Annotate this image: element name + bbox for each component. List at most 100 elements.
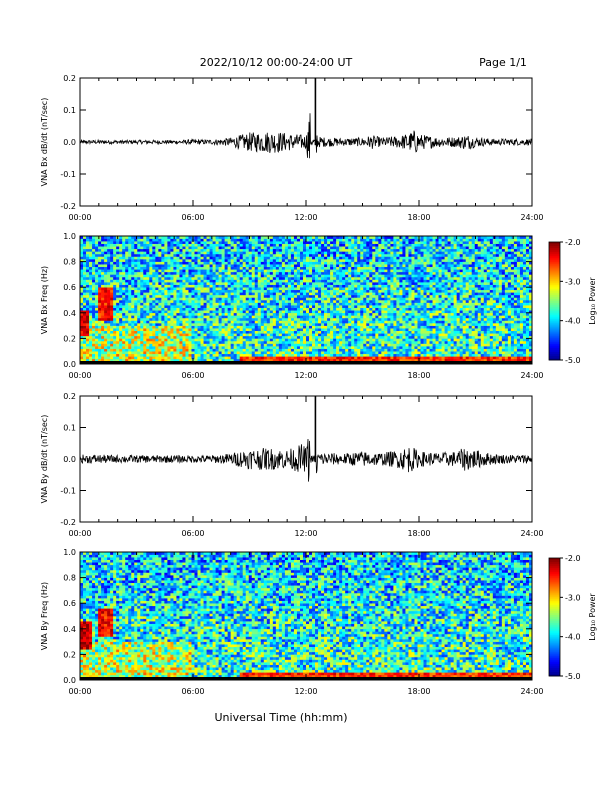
heat-cell [357,323,361,326]
heat-cell [260,340,265,344]
heat-cell [281,289,286,293]
heat-cell [101,307,105,311]
heat-cell [266,315,271,319]
heat-cell [284,261,289,265]
heat-cell [254,346,259,349]
heat-cell [119,287,123,291]
heat-cell [281,271,286,275]
heat-cell [200,292,204,296]
heat-cell [330,261,334,265]
heat-cell [266,348,271,352]
heat-cell [200,271,204,275]
heat-cell [209,284,213,288]
heat-cell [197,264,201,268]
heat-cell [170,246,174,250]
heat-cell [200,310,204,314]
heat-cell [348,241,352,244]
heat-cell [107,320,111,324]
heat-cell [173,269,177,273]
heat-cell [83,358,87,362]
heat-cell [116,243,120,247]
heat-cell [125,264,129,268]
heat-cell [212,261,216,265]
heat-cell [194,266,198,270]
heat-cell [369,358,373,362]
heat-cell [164,328,168,332]
heat-cell [80,264,84,268]
heat-cell [155,261,159,265]
heat-cell [281,251,286,255]
heat-cell [161,292,165,296]
heat-cell [194,346,198,349]
heat-cell [318,274,322,278]
heat-cell [110,312,114,316]
heat-cell [245,338,250,342]
heat-cell [110,284,114,288]
heat-cell [176,328,180,332]
heat-cell [95,335,99,339]
heat-cell [176,259,180,262]
heat-cell [176,310,180,314]
heat-cell [95,294,99,298]
heat-cell [227,294,231,298]
heat-cell [309,343,313,347]
heat-cell [321,256,325,260]
heat-cell [369,323,373,326]
heat-cell [110,264,114,268]
heat-cell [176,346,180,349]
heat-cell [248,259,253,262]
heat-cell [230,338,234,342]
heat-cell [302,323,307,326]
heat-cell [309,300,313,303]
heat-cell [257,320,262,324]
heat-cell [110,307,114,311]
heat-cell [167,310,171,314]
heat-cell [80,256,84,260]
heat-cell [351,248,355,252]
heat-cell [179,335,183,339]
heat-cell [230,325,234,329]
heat-cell [161,271,165,275]
heat-cell [170,284,174,288]
heat-cell [113,340,117,344]
heat-cell [179,310,183,314]
heat-cell [236,348,240,352]
heat-cell [92,264,96,268]
heat-cell [224,320,228,324]
heat-cell [318,338,322,342]
heat-cell [158,287,162,291]
heat-cell [188,271,192,275]
heat-cell [284,325,289,329]
heat-cell [263,346,268,349]
heat-cell [98,289,102,293]
heat-cell [89,340,93,344]
heat-cell [212,343,216,347]
heat-cell [119,317,123,321]
heat-cell [224,348,228,352]
heat-cell [140,271,144,275]
heat-cell [309,279,313,283]
heat-cell [131,266,135,270]
heat-cell [233,356,237,360]
heat-cell [116,279,120,283]
heat-cell [348,328,352,332]
heat-cell [245,340,250,344]
heat-cell [239,243,244,247]
heat-cell [345,259,349,262]
heat-cell [113,259,117,262]
heat-cell [233,328,237,332]
heat-cell [104,320,108,324]
heat-cell [92,335,96,339]
heat-cell [351,307,355,311]
heat-cell [188,287,192,291]
heat-cell [167,274,171,278]
heat-cell [333,300,337,303]
heat-cell [170,287,174,291]
heat-cell [203,356,207,360]
heat-cell [345,323,349,326]
heat-cell [125,323,129,326]
heat-cell [86,236,90,239]
heat-cell [188,248,192,252]
heat-cell [354,259,358,262]
heat-cell [197,351,201,355]
